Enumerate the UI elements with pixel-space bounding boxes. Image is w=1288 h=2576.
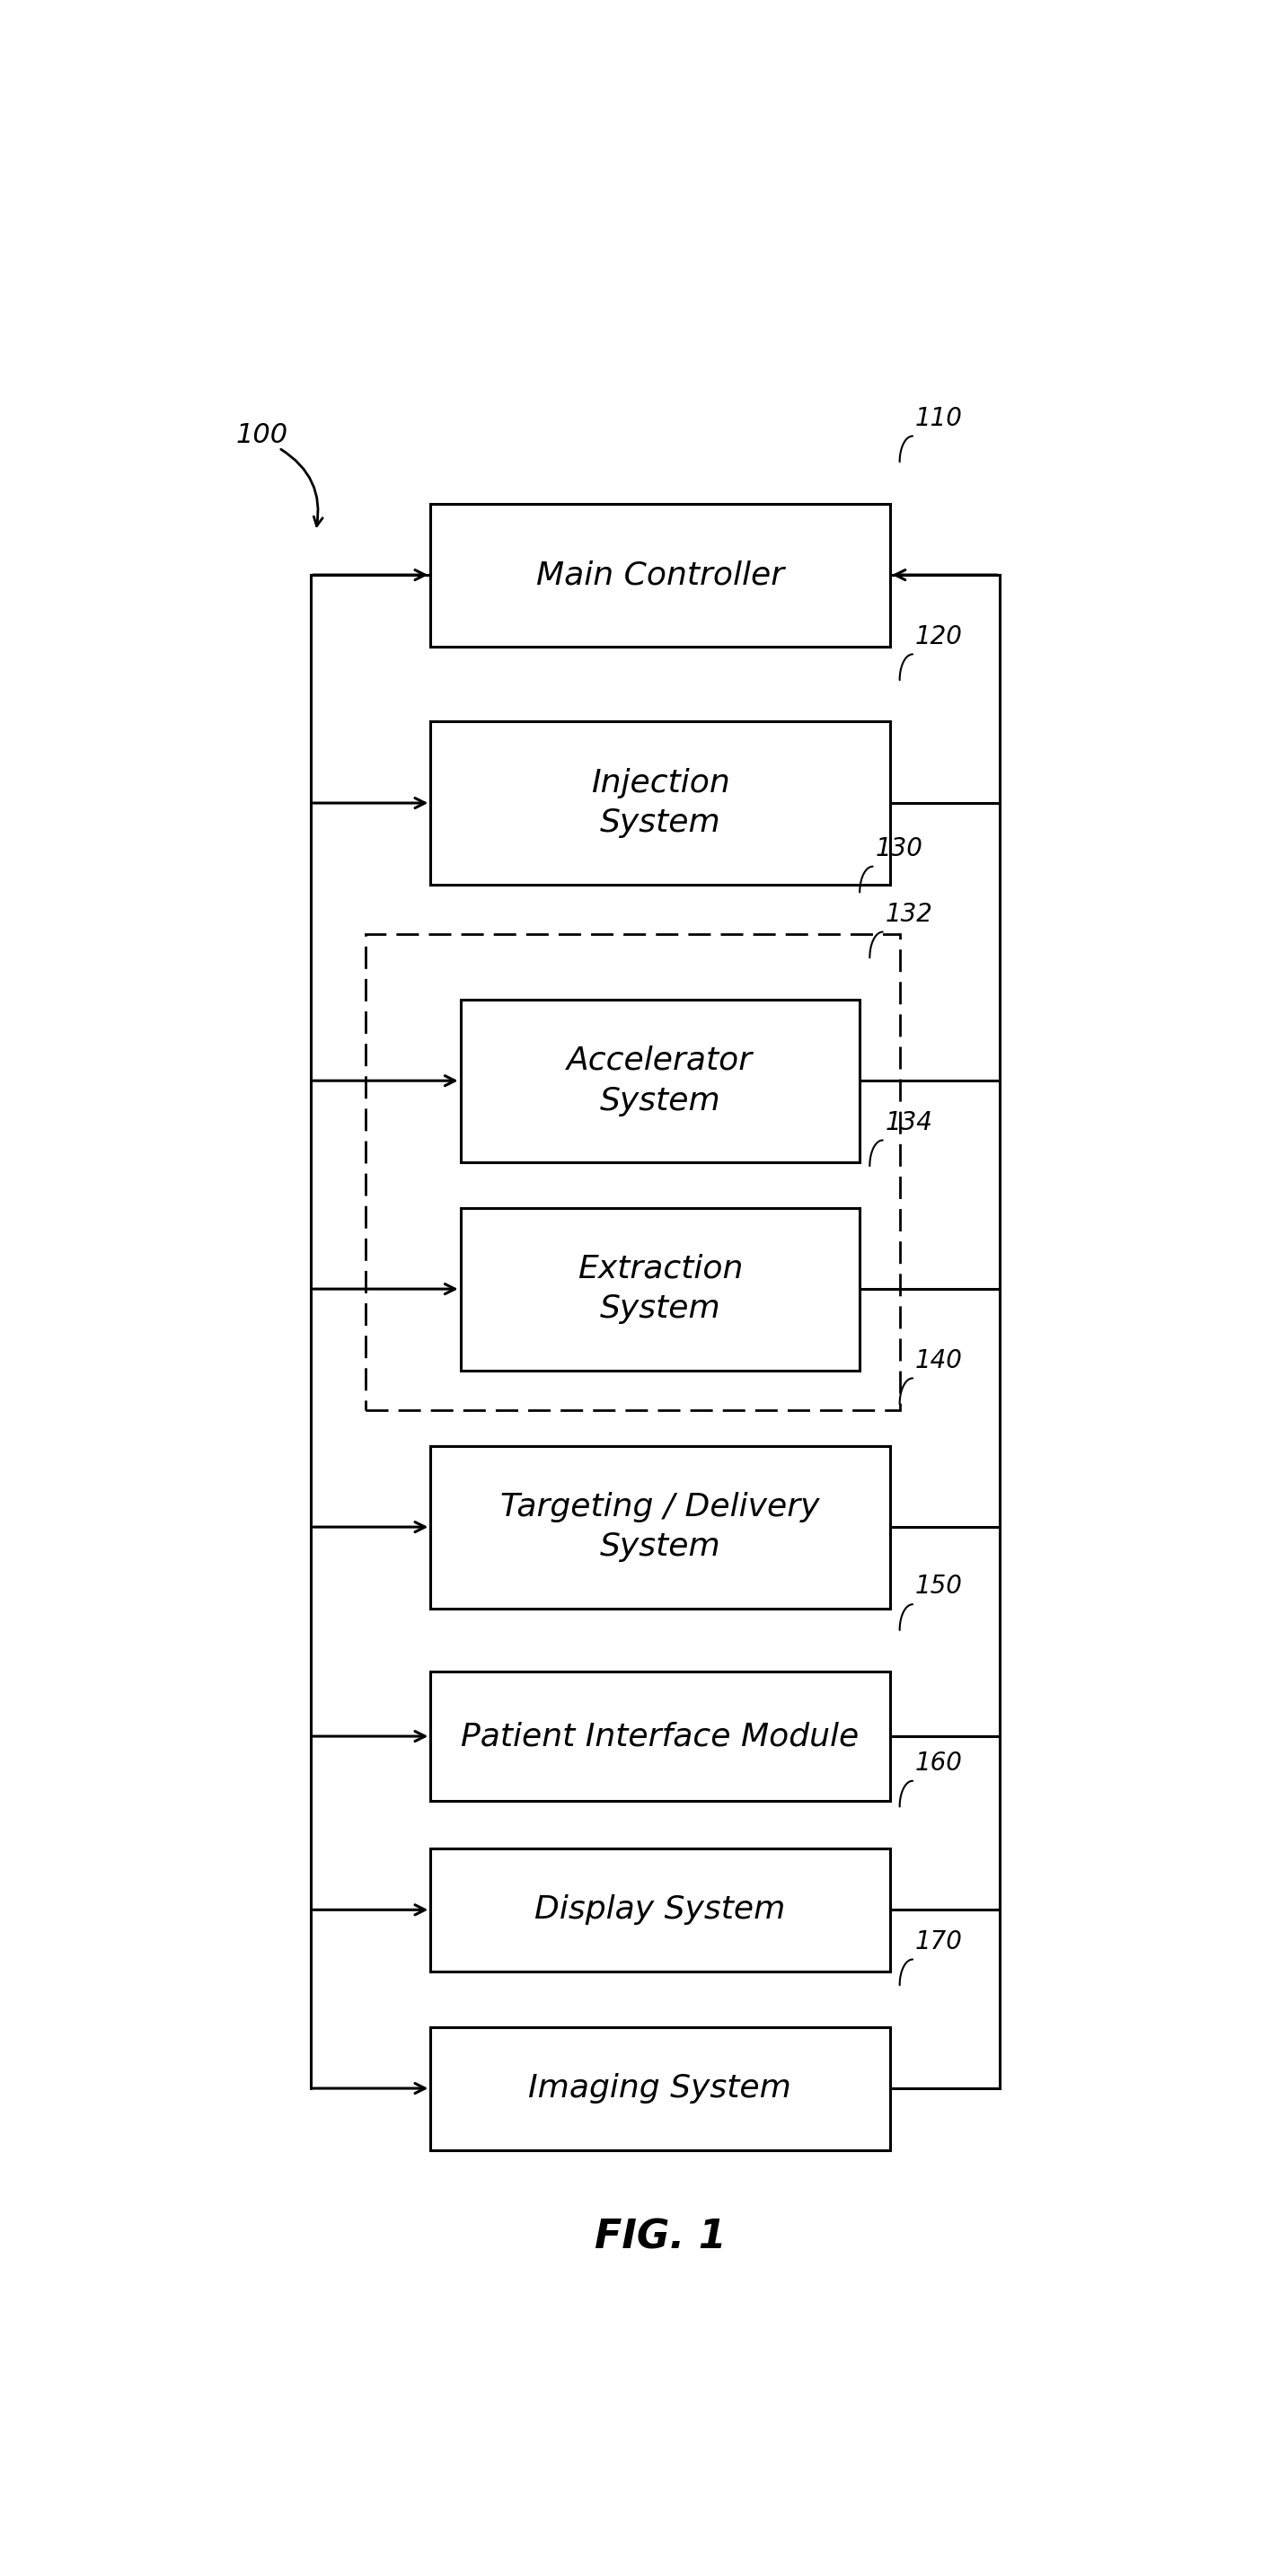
Text: 134: 134	[885, 1110, 933, 1136]
Text: 100: 100	[236, 422, 289, 448]
Text: Injection
System: Injection System	[591, 768, 729, 837]
Text: 132: 132	[885, 902, 933, 927]
Text: 160: 160	[916, 1752, 962, 1775]
Text: 120: 120	[916, 623, 962, 649]
Text: 150: 150	[916, 1574, 962, 1600]
Text: 170: 170	[916, 1929, 962, 1955]
Text: 140: 140	[916, 1347, 962, 1373]
Text: Main Controller: Main Controller	[536, 559, 784, 590]
Text: 130: 130	[876, 837, 922, 860]
Text: Imaging System: Imaging System	[528, 2074, 792, 2105]
Text: Display System: Display System	[535, 1893, 786, 1924]
FancyBboxPatch shape	[430, 502, 890, 647]
Text: FIG. 1: FIG. 1	[594, 2218, 726, 2257]
FancyBboxPatch shape	[461, 1208, 860, 1370]
Text: Patient Interface Module: Patient Interface Module	[461, 1721, 859, 1752]
Text: 110: 110	[916, 407, 962, 430]
FancyBboxPatch shape	[430, 1445, 890, 1607]
FancyBboxPatch shape	[430, 1672, 890, 1801]
Text: Targeting / Delivery
System: Targeting / Delivery System	[501, 1492, 819, 1564]
Text: Extraction
System: Extraction System	[577, 1255, 743, 1324]
FancyBboxPatch shape	[461, 999, 860, 1162]
Text: Accelerator
System: Accelerator System	[567, 1046, 753, 1115]
FancyBboxPatch shape	[430, 1850, 890, 1971]
FancyBboxPatch shape	[430, 721, 890, 884]
FancyBboxPatch shape	[430, 2027, 890, 2151]
